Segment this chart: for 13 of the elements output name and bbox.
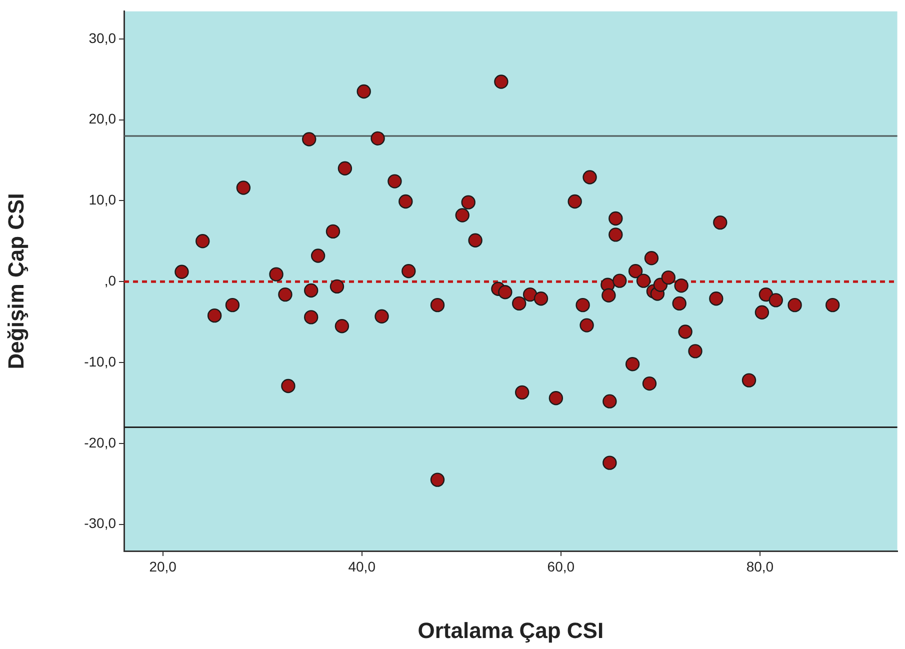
x-tick-label: 40,0: [348, 558, 376, 574]
y-tick-label: -20,0: [84, 434, 116, 450]
y-tick-label: 10,0: [88, 192, 116, 208]
x-tick-label: 20,0: [149, 558, 177, 574]
x-axis-title: Ortalama Çap CSI: [418, 618, 604, 643]
y-tick-label: 30,0: [88, 30, 116, 46]
y-tick-label: -10,0: [84, 353, 116, 370]
y-tick-label: -30,0: [84, 515, 116, 532]
x-tick-label: 60,0: [547, 558, 575, 574]
y-axis-title: Değişim Çap CSI: [3, 193, 28, 370]
x-tick-label: 80,0: [746, 558, 774, 574]
y-tick-label: ,0: [104, 272, 116, 288]
y-tick-label: 20,0: [88, 110, 116, 127]
